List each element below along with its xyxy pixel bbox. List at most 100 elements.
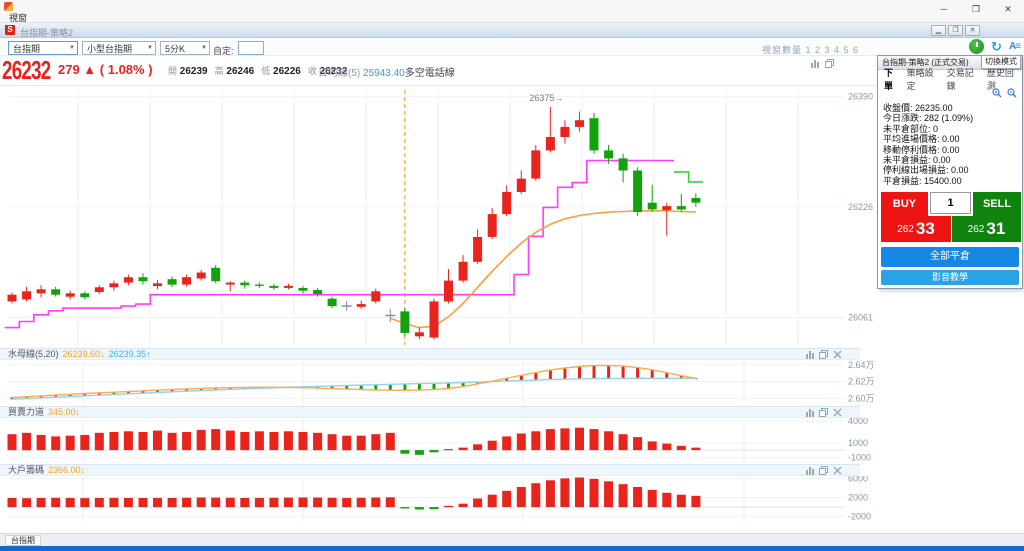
chevron-down-icon: ▼	[201, 45, 207, 51]
trailing-stop-value: 0.00	[942, 144, 960, 155]
jelly-slow-value: 26239.35↑	[108, 348, 151, 359]
info-row: 平均進場價格0.00	[883, 132, 1019, 144]
chevron-down-icon: ▼	[69, 45, 75, 51]
svg-text:2.60万: 2.60万	[848, 393, 875, 403]
window-maximize-icon[interactable]: ❐	[971, 4, 981, 14]
jelly-indicator-chart[interactable]: 2.64万 2.62万 2.60万	[0, 360, 878, 406]
svg-text:2.62万: 2.62万	[848, 377, 875, 387]
svg-text:2.64万: 2.64万	[848, 360, 875, 370]
stop-exit-pnl-value: 0.00	[951, 165, 969, 176]
popout-window-icon[interactable]	[819, 465, 828, 475]
zoom-in-icon[interactable]	[992, 88, 1003, 98]
info-row: 未平倉部位0	[883, 122, 1019, 134]
bottom-accent-strip	[0, 546, 1024, 551]
quantity-input[interactable]	[930, 192, 971, 214]
main-chart-header-icons	[810, 59, 834, 68]
popout-window-icon[interactable]	[819, 407, 828, 417]
jelly-indicator-title: 水母線(5,20)	[8, 348, 59, 359]
close-icon[interactable]	[833, 408, 842, 417]
indicator-settings-icon[interactable]	[805, 408, 814, 417]
daily-ma-value: 25943.40	[363, 68, 405, 79]
mdi-minimize-icon[interactable]: ▁	[931, 25, 946, 36]
tab-trade-records[interactable]: 交易記錄	[946, 68, 974, 91]
svg-text:6000: 6000	[848, 476, 868, 483]
bigplayer-value: 2366.00↓	[48, 464, 86, 475]
svg-text:4000: 4000	[848, 418, 868, 426]
mdi-maximize-icon[interactable]: ❐	[948, 25, 963, 36]
power-value: 345.00↓	[48, 406, 81, 417]
trade-panel: 台指期-策略2 (正式交易) 切換模式 下單 策略設定 交易記錄 歷史回測 收盤…	[877, 55, 1023, 289]
bigplayer-indicator-title: 大戶籌碼	[8, 464, 45, 475]
close-price-value: 26235.00	[915, 103, 953, 113]
sell-price-button[interactable]: 262 31	[952, 216, 1021, 242]
info-row: 今日漲跌282 (1.09%)	[883, 111, 1019, 123]
zoom-out-icon[interactable]	[1007, 88, 1018, 98]
menu-window[interactable]: 視窗	[9, 13, 28, 23]
svg-text:2000: 2000	[848, 493, 868, 503]
indicator-settings-icon[interactable]	[810, 59, 819, 68]
sell-button[interactable]: SELL	[973, 192, 1021, 216]
open-position-value: 0	[933, 123, 939, 134]
close-value: 26232	[319, 66, 348, 77]
mdi-title: 台指期-策略2	[20, 28, 74, 38]
info-row: 停利線出場損益0.00	[883, 163, 1019, 176]
svg-text:26375→: 26375→	[529, 93, 563, 103]
switch-mode-button[interactable]: 切換模式	[981, 55, 1021, 69]
account-icon[interactable]: A≡	[1008, 41, 1021, 52]
position-info-list: 收盤價26235.00 今日漲跌282 (1.09%) 未平倉部位0 平均進場價…	[883, 101, 1019, 186]
power-indicator-title: 買賣力道	[8, 406, 45, 417]
tab-strategy-settings[interactable]: 策略設定	[906, 68, 934, 91]
tab-backtest[interactable]: 歷史回測	[986, 68, 1014, 91]
jelly-indicator-header: 水母線(5,20) 26239.60↓ 26239.35↑	[0, 348, 860, 360]
ohlc-readout: 開 26239 高 26246 低 26226 收 26232	[168, 66, 348, 77]
buy-button[interactable]: BUY	[881, 192, 928, 216]
chevron-down-icon: ▼	[147, 45, 153, 51]
app-icon	[4, 2, 13, 11]
info-row: 收盤價26235.00	[883, 101, 1019, 113]
bigplayer-indicator-chart[interactable]: 6000 2000 -2000	[0, 476, 878, 522]
indicator-settings-icon[interactable]	[805, 350, 814, 359]
mdi-close-icon[interactable]: ✕	[965, 25, 980, 36]
daily-ma-readout: 日均線(5) 25943.40多空電話線	[318, 68, 455, 79]
status-bar: 台指期	[0, 533, 1024, 546]
last-price: 26232	[2, 55, 51, 85]
divider	[0, 85, 878, 86]
video-tutorial-button[interactable]: 影音教學	[881, 270, 1019, 285]
close-icon[interactable]	[833, 350, 842, 359]
high-value: 26246	[226, 66, 255, 77]
status-tab-taiex-futures[interactable]: 台指期	[5, 535, 41, 546]
unrealized-pnl-value: 0.00	[933, 154, 951, 165]
tab-order[interactable]: 下單	[884, 68, 894, 91]
svg-text:26226: 26226	[848, 202, 873, 212]
close-icon[interactable]	[833, 466, 842, 475]
svg-text:26390: 26390	[848, 92, 873, 102]
svg-text:1000: 1000	[848, 438, 868, 448]
refresh-icon[interactable]: ↻	[991, 39, 1002, 54]
buy-price-button[interactable]: 262 33	[881, 216, 951, 242]
custom-interval-input[interactable]	[238, 41, 264, 55]
window-minimize-icon[interactable]: ─	[940, 4, 948, 14]
popout-window-icon[interactable]	[825, 59, 834, 68]
window-count-label: 視窗數量 1 2 3 4 5 6	[762, 45, 860, 55]
indicator-settings-icon[interactable]	[805, 466, 814, 475]
contract-select[interactable]: 小型台指期 ▼	[82, 41, 156, 55]
popout-window-icon[interactable]	[819, 349, 828, 359]
close-all-positions-button[interactable]: 全部平倉	[881, 247, 1019, 267]
interval-select[interactable]: 5分K ▼	[160, 41, 210, 55]
mdi-titlebar: S 台指期-策略2 ▁ ❐ ✕	[0, 23, 1024, 38]
svg-text:-1000: -1000	[848, 452, 871, 462]
power-icon[interactable]	[969, 39, 985, 54]
trade-panel-tabs: 下單 策略設定 交易記錄 歷史回測	[878, 68, 1022, 91]
main-candlestick-chart[interactable]: 26390 26226 26061 26375→	[0, 86, 878, 348]
custom-interval-label: 自定:	[213, 46, 234, 56]
os-titlebar: 視窗 ─ ❐ ✕	[0, 0, 1024, 23]
power-indicator-chart[interactable]: 4000 1000 -1000	[0, 418, 878, 464]
symbol-select[interactable]: 台指期 ▼	[8, 41, 78, 55]
svg-text:26061: 26061	[848, 312, 873, 322]
power-indicator-header: 買賣力道 345.00↓	[0, 406, 860, 418]
info-row: 未平倉損益0.00	[883, 153, 1019, 165]
window-close-icon[interactable]: ✕	[1004, 4, 1012, 14]
strategy-icon: S	[5, 25, 15, 35]
realized-pnl-value: 15400.00	[924, 175, 962, 186]
